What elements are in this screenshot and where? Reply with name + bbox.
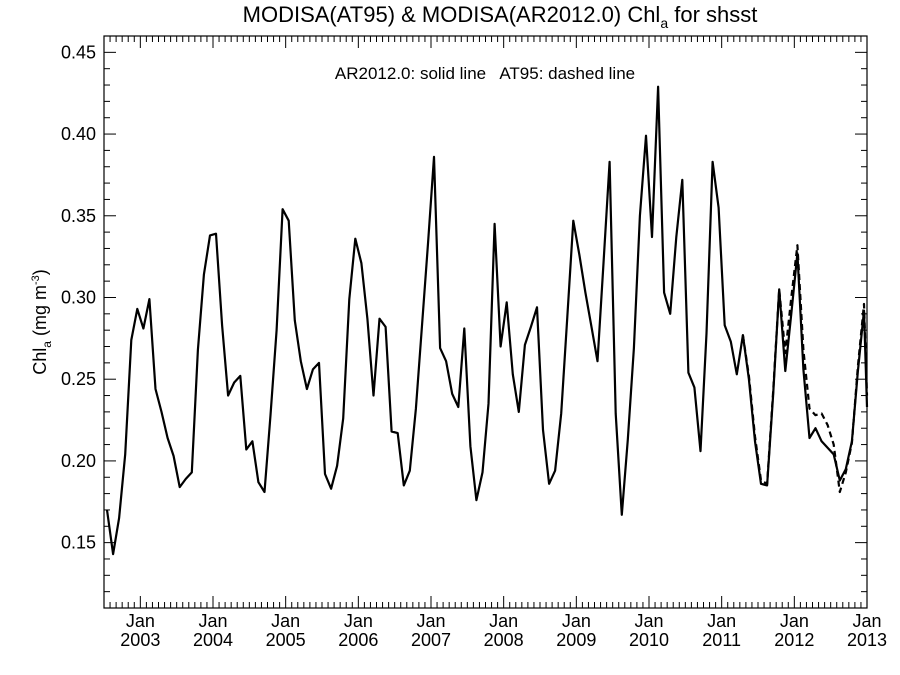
x-tick-label-month: Jan xyxy=(707,611,736,631)
x-tick-label-month: Jan xyxy=(634,611,663,631)
x-tick-label-year: 2005 xyxy=(266,630,306,650)
y-tick-label: 0.30 xyxy=(61,287,96,307)
x-tick-label-year: 2012 xyxy=(774,630,814,650)
y-tick-label: 0.35 xyxy=(61,206,96,226)
x-tick-label-year: 2010 xyxy=(629,630,669,650)
y-axis-label-subscript: a xyxy=(40,341,54,348)
chart-title-main: MODISA(AT95) & MODISA(AR2012.0) Chl xyxy=(243,2,661,27)
x-tick-label-month: Jan xyxy=(271,611,300,631)
x-tick-label-month: Jan xyxy=(852,611,881,631)
chart-title-subscript: a xyxy=(660,15,668,31)
y-axis-label: Chla (mg m-3) xyxy=(30,269,54,374)
y-tick-label: 0.45 xyxy=(61,42,96,62)
series-line-at95 xyxy=(741,244,869,494)
y-axis-label-superscript: -3 xyxy=(30,275,42,285)
x-tick-label-month: Jan xyxy=(489,611,518,631)
chart-title: MODISA(AT95) & MODISA(AR2012.0) Chla for… xyxy=(243,2,758,31)
x-tick-label-month: Jan xyxy=(780,611,809,631)
y-tick-label: 0.40 xyxy=(61,124,96,144)
x-tick-label-year: 2013 xyxy=(847,630,887,650)
plot-frame xyxy=(103,35,868,609)
x-tick-label-year: 2003 xyxy=(120,630,160,650)
x-tick-label-month: Jan xyxy=(344,611,373,631)
x-tick-label-year: 2011 xyxy=(702,630,741,650)
y-tick-label: 0.15 xyxy=(61,533,96,553)
x-tick-label-year: 2006 xyxy=(338,630,378,650)
x-tick-label-year: 2004 xyxy=(193,630,233,650)
line-style-annotation: AR2012.0: solid line AT95: dashed line xyxy=(335,64,635,83)
chart-title-suffix: for shsst xyxy=(668,2,757,27)
y-tick-label: 0.20 xyxy=(61,451,96,471)
y-axis-label-main: Chl xyxy=(30,348,50,375)
x-tick-label-year: 2009 xyxy=(556,630,596,650)
y-tick-label: 0.25 xyxy=(61,369,96,389)
x-tick-label-month: Jan xyxy=(126,611,155,631)
x-tick-label-year: 2007 xyxy=(411,630,451,650)
x-tick-label-year: 2008 xyxy=(484,630,524,650)
y-axis-label-unit: (mg m xyxy=(30,285,50,341)
x-tick-label-month: Jan xyxy=(562,611,591,631)
y-axis-label-unit-close: ) xyxy=(30,269,50,275)
plot-area: 0.150.200.250.300.350.400.45Jan2003Jan20… xyxy=(61,35,887,650)
series-line-ar2012-0 xyxy=(105,85,869,556)
x-tick-label-month: Jan xyxy=(416,611,445,631)
x-tick-label-month: Jan xyxy=(198,611,227,631)
